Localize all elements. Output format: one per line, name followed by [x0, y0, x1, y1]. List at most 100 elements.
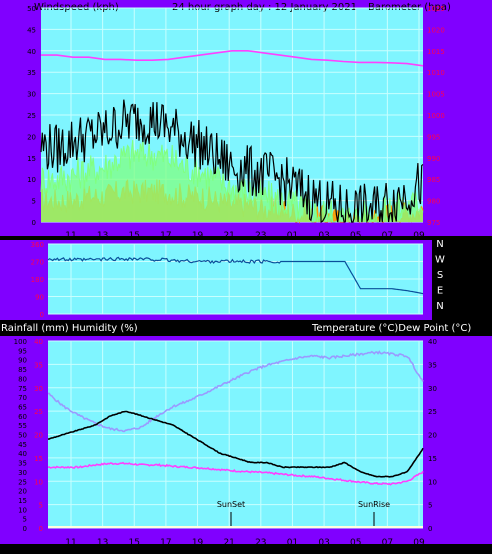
wind-ytick-label: 45	[27, 26, 36, 34]
wind-xtick-label: 15	[129, 231, 140, 241]
humidity-ytick-label: 70	[18, 394, 27, 402]
wind-ytick-label: 30	[27, 91, 36, 99]
humidity-ytick-label: 40	[18, 450, 27, 458]
wind-average-line	[40, 138, 424, 223]
dewpoint-line	[47, 461, 424, 486]
dir-ytick-label: 360	[31, 241, 44, 249]
rain-ytick-label: 30	[34, 385, 43, 393]
temp-ytick-label: 20	[428, 432, 437, 440]
rain-ytick-label: 5	[39, 502, 43, 510]
barometer-line	[41, 49, 424, 67]
rain-ytick-label: 40	[34, 338, 43, 346]
temp-dew-title: Temperature (°C)Dew Point (°C)	[311, 323, 471, 334]
rain-ytick-label: 0	[39, 525, 43, 533]
baro-ytick-label: 1005	[427, 91, 445, 99]
dir-ytick-label: 270	[31, 259, 44, 267]
temp-xtick-label: 09	[413, 538, 425, 548]
temp-xtick-label: 13	[97, 538, 108, 548]
temp-xtick-label: 11	[65, 538, 76, 548]
dir-ytick-label: 0	[40, 311, 44, 319]
wind-direction-line	[47, 256, 424, 295]
wind-xtick-label: 03	[318, 231, 329, 241]
compass-label-n: N	[436, 239, 443, 250]
temperature-line	[47, 410, 424, 478]
temp-xtick-label: 15	[129, 538, 140, 548]
wind-ytick-label: 40	[27, 48, 36, 56]
baro-ytick-label: 990	[427, 155, 440, 163]
rain-ytick-label: 20	[34, 432, 43, 440]
wind-ytick-label: 10	[27, 176, 36, 184]
wind-xtick-label: 05	[350, 231, 361, 241]
wind-ytick-label: 0	[32, 219, 36, 227]
wind-ytick-label: 25	[27, 112, 36, 120]
temp-ytick-label: 25	[428, 408, 437, 416]
wind-ytick-label: 5	[32, 198, 36, 206]
baro-ytick-label: 1000	[427, 112, 445, 120]
top-panel-rightstrip	[432, 0, 492, 236]
wind-xtick-label: 23	[255, 231, 266, 241]
temp-ytick-label: 40	[428, 338, 437, 346]
temp-ytick-label: 30	[428, 385, 437, 393]
temp-xtick-label: 03	[318, 538, 329, 548]
wind-chart: 0510152025303540455097598098599099510001…	[27, 5, 445, 241]
dir-ytick-label: 90	[35, 294, 44, 302]
humidity-ytick-label: 30	[18, 469, 27, 477]
sunrise-label: SunRise	[358, 500, 390, 509]
wind-xtick-label: 07	[382, 231, 393, 241]
humidity-ytick-label: 60	[18, 413, 27, 421]
baro-ytick-label: 1020	[427, 26, 445, 34]
temp-xtick-label: 17	[160, 538, 171, 548]
humidity-ytick-label: 90	[18, 357, 27, 365]
wind-xtick-label: 11	[65, 231, 76, 241]
rain-humidity-title: Rainfall (mm) Humidity (%)	[1, 323, 138, 334]
humidity-ytick-label: 55	[18, 422, 27, 430]
wind-xtick-label: 21	[223, 231, 234, 241]
wind-gust-line	[40, 99, 424, 224]
temp-ytick-label: 10	[428, 478, 437, 486]
rain-ytick-label: 35	[34, 361, 43, 369]
humidity-ytick-label: 45	[18, 441, 27, 449]
humidity-ytick-label: 80	[18, 375, 27, 383]
humidity-ytick-label: 25	[18, 478, 27, 486]
baro-ytick-label: 1010	[427, 69, 445, 77]
wind-xtick-label: 17	[160, 231, 171, 241]
humidity-ytick-label: 35	[18, 460, 27, 468]
temp-xtick-label: 19	[192, 538, 204, 548]
humidity-ytick-label: 15	[18, 497, 27, 505]
humidity-ytick-label: 5	[23, 516, 27, 524]
humidity-ytick-label: 50	[18, 432, 27, 440]
rain-ytick-label: 25	[34, 408, 43, 416]
baro-ytick-label: 995	[427, 133, 440, 141]
humidity-ytick-label: 85	[18, 366, 27, 374]
sunset-label: SunSet	[217, 500, 245, 509]
compass-label-w: W	[435, 255, 445, 266]
bottom-panel-rightstrip	[432, 336, 492, 544]
temp-xtick-label: 21	[223, 538, 234, 548]
temp-xtick-label: 07	[382, 538, 393, 548]
temp-ytick-label: 15	[428, 455, 437, 463]
wind-xtick-label: 13	[97, 231, 108, 241]
humidity-ytick-label: 65	[18, 403, 27, 411]
temp-ytick-label: 5	[428, 502, 432, 510]
wind-xtick-label: 19	[192, 231, 204, 241]
wind-ytick-label: 20	[27, 133, 36, 141]
baro-ytick-label: 975	[427, 219, 440, 227]
compass-label-n: N	[436, 301, 443, 312]
baro-ytick-label: 1025	[427, 5, 445, 13]
wind-ytick-label: 15	[27, 155, 36, 163]
dir-ytick-label: 180	[31, 276, 44, 284]
compass-label-e: E	[437, 286, 443, 297]
humidity-ytick-label: 20	[18, 488, 27, 496]
wind-xtick-label: 01	[287, 231, 298, 241]
wind-ytick-label: 50	[27, 5, 36, 13]
wind-xtick-label: 09	[413, 231, 425, 241]
wind-ytick-label: 35	[27, 69, 36, 77]
temp-xtick-label: 01	[287, 538, 298, 548]
temperature-chart: 0510152025303540455055606570758085909510…	[14, 338, 437, 548]
rain-ytick-label: 10	[34, 478, 43, 486]
baro-ytick-label: 980	[427, 198, 440, 206]
rain-ytick-label: 15	[34, 455, 43, 463]
temp-xtick-label: 05	[350, 538, 361, 548]
